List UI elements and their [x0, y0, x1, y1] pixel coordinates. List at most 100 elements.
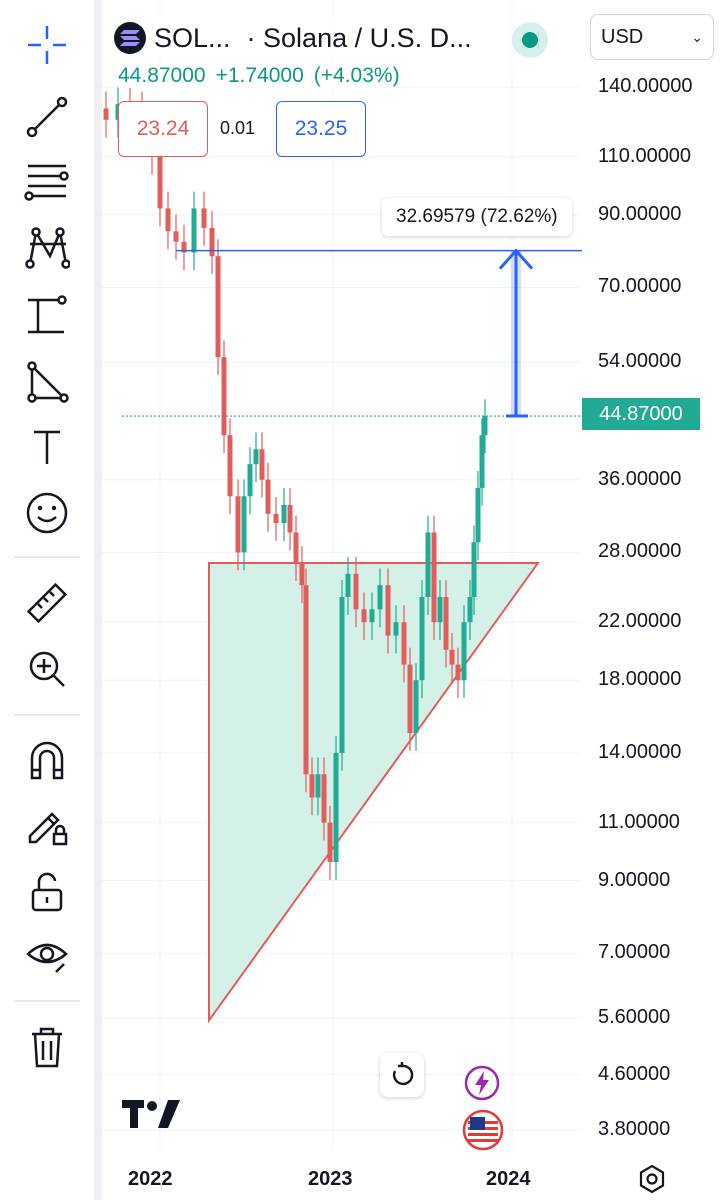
us-flag-icon[interactable]	[462, 1109, 504, 1151]
price-summary: 44.87000 +1.74000 (+4.03%)	[118, 64, 400, 88]
chart-area[interactable]	[102, 0, 722, 1200]
candle-body	[303, 585, 309, 775]
fib-retracement-icon[interactable]	[17, 156, 77, 206]
ruler-icon[interactable]	[17, 578, 77, 628]
time-tick: 2023	[308, 1168, 353, 1190]
toolbar-separator	[14, 556, 80, 558]
price-tick: 54.00000	[598, 350, 682, 373]
drawing-toolbar	[0, 0, 94, 1200]
candle-body	[431, 532, 437, 623]
candle-body	[471, 542, 477, 598]
trash-icon[interactable]	[17, 1022, 77, 1072]
currency-select[interactable]: USD ⌄	[590, 14, 714, 60]
candle-body	[353, 573, 359, 610]
price-tick: 9.00000	[598, 868, 671, 891]
candle-body	[479, 435, 485, 488]
candle-body	[253, 449, 259, 465]
measure-projection-icon[interactable]	[17, 290, 77, 340]
settings-icon[interactable]	[636, 1163, 668, 1195]
candle-body	[475, 487, 481, 543]
zoom-in-icon[interactable]	[17, 644, 77, 694]
unlock-icon[interactable]	[17, 868, 77, 918]
candle-body	[241, 496, 247, 553]
price-tick: 14.00000	[598, 740, 682, 763]
trend-line-icon[interactable]	[17, 92, 77, 142]
candle-body	[273, 513, 279, 523]
price-tick: 3.80000	[598, 1118, 671, 1140]
last-price-tag: 44.87000	[582, 398, 700, 430]
spread-value: 0.01	[220, 118, 256, 138]
candle-body	[215, 256, 221, 358]
symbol-header[interactable]: SOL... · Solana / U.S. D...	[114, 16, 472, 60]
candle-body	[419, 597, 425, 681]
toolbar-separator	[14, 714, 80, 716]
reset-icon	[392, 1062, 414, 1086]
candle-body	[281, 504, 287, 523]
candle-body	[103, 108, 109, 120]
price-tick: 7.00000	[598, 941, 671, 964]
triangle-icon[interactable]	[17, 356, 77, 406]
price-tick: 36.00000	[598, 467, 682, 490]
price-change-percent: (+4.03%)	[313, 64, 400, 87]
candle-body	[369, 609, 375, 623]
market-status-icon[interactable]	[512, 22, 548, 58]
text-icon[interactable]	[17, 422, 77, 472]
candle-body	[265, 479, 271, 514]
pattern-icon[interactable]	[17, 222, 77, 272]
flash-icon[interactable]	[464, 1065, 500, 1101]
eye-icon[interactable]	[17, 930, 77, 980]
price-tick: 22.00000	[598, 610, 682, 633]
reset-chart-button[interactable]	[380, 1053, 424, 1097]
price-tick: 5.60000	[598, 1005, 671, 1028]
candle-body	[221, 357, 227, 436]
candle-body	[449, 649, 455, 665]
candle-body	[425, 532, 431, 598]
candle-body	[443, 597, 449, 650]
magnet-icon[interactable]	[17, 736, 77, 786]
last-price: 44.87000	[118, 64, 206, 87]
solana-logo-icon	[114, 22, 146, 54]
candle-body	[455, 664, 461, 681]
candle-body	[361, 609, 367, 623]
candle-body	[333, 752, 339, 862]
toolbar-separator	[14, 1000, 80, 1002]
candle-body	[482, 416, 488, 436]
currency-label: USD	[601, 25, 644, 48]
candle-body	[401, 622, 407, 665]
candle-body	[201, 208, 207, 228]
candle-body	[377, 585, 383, 610]
candle-body	[385, 585, 391, 636]
buy-button[interactable]: 23.25	[276, 101, 366, 157]
price-change: +1.74000	[215, 64, 304, 87]
price-chart[interactable]	[102, 0, 722, 1200]
price-tick: 140.00000	[598, 75, 693, 97]
price-tick: 70.00000	[598, 275, 682, 298]
triangle-pattern	[208, 561, 540, 1024]
price-tick: 28.00000	[598, 540, 682, 563]
candle-body	[209, 227, 215, 257]
emoji-icon[interactable]	[17, 488, 77, 538]
measure-label: 32.69579 (72.62%)	[382, 198, 572, 236]
crosshair-icon[interactable]	[17, 20, 77, 70]
lock-drawing-icon[interactable]	[17, 800, 77, 850]
candle-body	[247, 464, 253, 497]
candle-body	[287, 504, 293, 533]
candle-body	[437, 597, 443, 623]
symbol-ticker[interactable]: SOL...	[154, 22, 231, 53]
candle-body	[235, 496, 241, 553]
candle-body	[407, 664, 413, 733]
candle-body	[327, 822, 333, 862]
chevron-down-icon: ⌄	[691, 28, 703, 45]
price-tick: 110.00000	[598, 144, 692, 167]
candle-body	[461, 622, 467, 681]
candle-body	[393, 622, 399, 636]
candle-body	[293, 532, 299, 563]
sell-button[interactable]: 23.24	[118, 101, 208, 157]
candle-body	[227, 435, 233, 497]
toolbar-divider	[94, 0, 102, 1200]
price-tick: 18.00000	[598, 668, 682, 691]
candle-body	[413, 680, 419, 733]
symbol-description[interactable]: · Solana / U.S. D...	[246, 22, 472, 53]
price-tick: 11.00000	[598, 810, 680, 833]
measure-arrow-head	[498, 248, 534, 270]
